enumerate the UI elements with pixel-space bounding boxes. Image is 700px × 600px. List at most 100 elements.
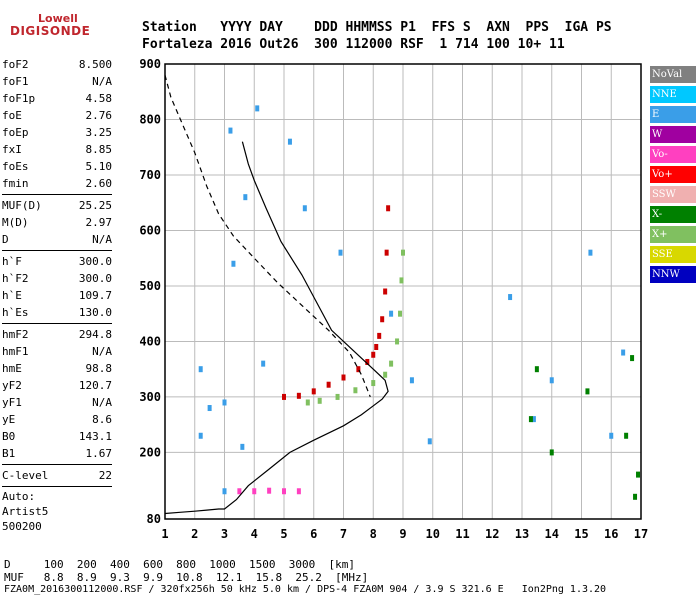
profile-curve bbox=[164, 141, 389, 515]
data-point bbox=[633, 493, 638, 500]
data-point bbox=[395, 338, 400, 345]
param-row: hmF1 N/A bbox=[2, 343, 112, 360]
logo-lowell: Lowell bbox=[38, 12, 78, 25]
x-tick-label: 7 bbox=[340, 527, 347, 541]
param-name: B1 bbox=[2, 447, 16, 460]
param-value: 2.60 bbox=[85, 177, 113, 190]
data-point bbox=[380, 316, 385, 323]
x-tick-label: 10 bbox=[426, 527, 440, 541]
data-point bbox=[252, 488, 257, 495]
data-point bbox=[198, 432, 203, 439]
data-point bbox=[427, 438, 432, 445]
param-name: foEs bbox=[2, 160, 29, 173]
param-row: foF1 N/A bbox=[2, 73, 112, 90]
data-point bbox=[365, 358, 370, 365]
param-value: 109.7 bbox=[78, 289, 112, 302]
data-point bbox=[231, 260, 236, 267]
param-value: 22 bbox=[98, 469, 112, 482]
separator bbox=[2, 194, 112, 195]
param-row: h`Es 130.0 bbox=[2, 304, 112, 321]
autoscaling-info: Auto: Artist5 500200 bbox=[2, 489, 112, 534]
x-tick-label: 8 bbox=[370, 527, 377, 541]
legend-item: W bbox=[650, 126, 696, 143]
param-value: N/A bbox=[92, 75, 112, 88]
data-point bbox=[636, 471, 641, 478]
param-row: foF1p 4.58 bbox=[2, 90, 112, 107]
legend-item: Vo- bbox=[650, 146, 696, 163]
param-name: MUF(D) bbox=[2, 199, 42, 212]
param-name: yF2 bbox=[2, 379, 22, 392]
param-name: fmin bbox=[2, 177, 29, 190]
y-tick-label: 600 bbox=[139, 223, 161, 237]
auto-line: Artist5 bbox=[2, 505, 49, 518]
param-row-clevel: C-level 22 bbox=[2, 467, 112, 484]
data-point bbox=[243, 194, 248, 201]
data-point bbox=[549, 449, 554, 456]
file-footer: FZA0M_2016300112000.RSF / 320fx256h 50 k… bbox=[4, 584, 607, 595]
x-tick-label: 13 bbox=[515, 527, 529, 541]
param-value: 8.500 bbox=[78, 58, 112, 71]
legend-item: NNW bbox=[650, 266, 696, 283]
data-point bbox=[341, 374, 346, 381]
y-tick-label: 200 bbox=[139, 445, 161, 459]
data-point bbox=[549, 377, 554, 384]
data-point bbox=[240, 443, 245, 450]
muf-row: MUF 8.8 8.9 9.3 9.9 10.8 12.1 15.8 25.2 … bbox=[4, 571, 369, 584]
data-point bbox=[588, 249, 593, 256]
param-value: 2.76 bbox=[85, 109, 113, 122]
x-tick-label: 11 bbox=[455, 527, 469, 541]
data-point bbox=[371, 351, 376, 358]
param-name: hmF1 bbox=[2, 345, 29, 358]
separator bbox=[2, 323, 112, 324]
data-point bbox=[296, 392, 301, 399]
data-point bbox=[624, 432, 629, 439]
data-point bbox=[377, 332, 382, 339]
param-name: foF2 bbox=[2, 58, 29, 71]
data-point bbox=[356, 366, 361, 373]
param-name: foEp bbox=[2, 126, 29, 139]
param-value: 5.10 bbox=[85, 160, 113, 173]
y-tick-label: 500 bbox=[139, 279, 161, 293]
data-point bbox=[326, 381, 331, 388]
param-row: B1 1.67 bbox=[2, 445, 112, 462]
legend-item: NoVal bbox=[650, 66, 696, 83]
param-value: 1.67 bbox=[85, 447, 113, 460]
legend-item: SSW bbox=[650, 186, 696, 203]
param-row: yF2 120.7 bbox=[2, 377, 112, 394]
data-point bbox=[305, 399, 310, 406]
param-row: B0 143.1 bbox=[2, 428, 112, 445]
data-point bbox=[401, 249, 405, 256]
param-row: MUF(D) 25.25 bbox=[2, 197, 112, 214]
param-row: yE 8.6 bbox=[2, 411, 112, 428]
data-point bbox=[389, 360, 394, 367]
param-row: foF2 8.500 bbox=[2, 56, 112, 73]
data-point bbox=[317, 397, 322, 404]
legend-item: Vo+ bbox=[650, 166, 696, 183]
data-point bbox=[267, 487, 272, 494]
param-value: 8.85 bbox=[85, 143, 113, 156]
data-point bbox=[287, 138, 292, 145]
data-point bbox=[399, 277, 404, 284]
param-value: 120.7 bbox=[78, 379, 112, 392]
legend: NoVal NNE E W Vo- Vo+ SSW X- X+ SSE NNW bbox=[650, 66, 696, 286]
separator bbox=[2, 464, 112, 465]
param-name: h`F2 bbox=[2, 272, 29, 285]
x-tick-label: 6 bbox=[310, 527, 317, 541]
param-row: h`F 300.0 bbox=[2, 253, 112, 270]
x-tick-label: 2 bbox=[191, 527, 198, 541]
param-row: M(D) 2.97 bbox=[2, 214, 112, 231]
data-point bbox=[282, 393, 286, 400]
data-point bbox=[371, 380, 376, 387]
param-row: foEs 5.10 bbox=[2, 158, 112, 175]
separator bbox=[2, 486, 112, 487]
y-tick-label: 900 bbox=[139, 57, 161, 71]
param-row: yF1 N/A bbox=[2, 394, 112, 411]
dashed-profile-curve bbox=[164, 74, 371, 398]
data-point bbox=[353, 387, 358, 394]
y-tick-label: 400 bbox=[139, 334, 161, 348]
parameter-panel: foF2 8.500 foF1 N/A foF1p 4.58 foE 2.76 foEp 3.25… bbox=[2, 56, 112, 534]
y-tick-label: 300 bbox=[139, 390, 161, 404]
param-value: 130.0 bbox=[78, 306, 112, 319]
legend-item: SSE bbox=[650, 246, 696, 263]
